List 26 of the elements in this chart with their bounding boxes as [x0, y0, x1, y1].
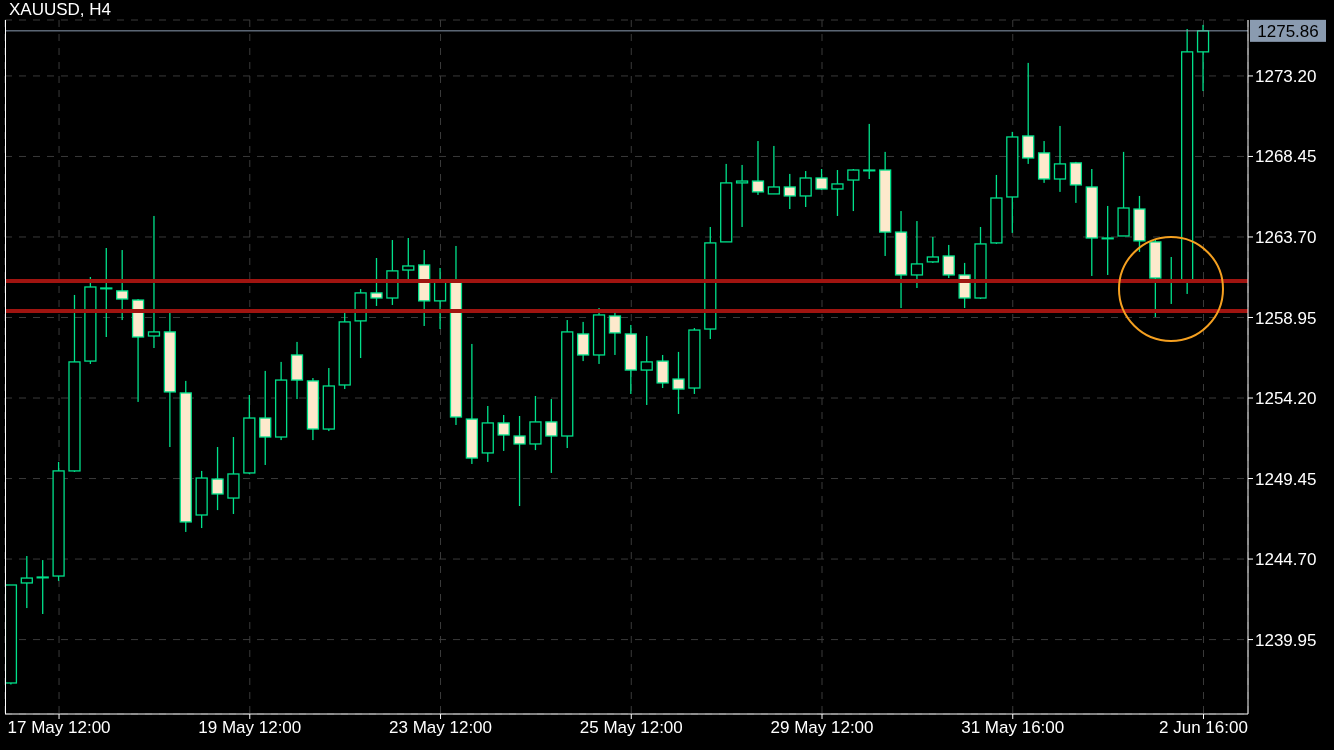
y-tick-label: 1268.45: [1255, 147, 1317, 167]
x-tick-label: 19 May 12:00: [198, 718, 302, 738]
y-tick-label: 1249.45: [1255, 469, 1317, 489]
candlestick: [910, 221, 924, 289]
candlestick: [735, 164, 749, 227]
candlestick: [465, 343, 479, 464]
x-tick-label: 17 May 12:00: [7, 718, 111, 738]
candlestick: [131, 299, 145, 402]
y-tick-label: 1258.95: [1255, 308, 1317, 328]
x-tick-label: 23 May 12:00: [389, 718, 493, 738]
candlestick: [751, 141, 765, 195]
chart-title: XAUUSD, H4: [7, 0, 114, 19]
candlestick: [767, 145, 781, 195]
x-tick-label: 2 Jun 16:00: [1159, 718, 1248, 738]
x-tick-label: 31 May 16:00: [961, 718, 1065, 738]
y-tick-label: 1239.95: [1255, 630, 1317, 650]
y-tick-label: 1263.70: [1255, 228, 1317, 248]
candlestick: [1053, 125, 1067, 192]
y-tick-label: 1273.20: [1255, 66, 1317, 86]
candlestick: [1196, 24, 1210, 92]
ref-line-label: 1275.86: [1257, 21, 1319, 41]
x-tick-label: 25 May 12:00: [579, 718, 683, 738]
y-tick-label: 1244.70: [1255, 550, 1317, 570]
x-tick-label: 29 May 12:00: [770, 718, 874, 738]
candlestick: [147, 215, 161, 349]
y-tick-label: 1254.20: [1255, 389, 1317, 409]
